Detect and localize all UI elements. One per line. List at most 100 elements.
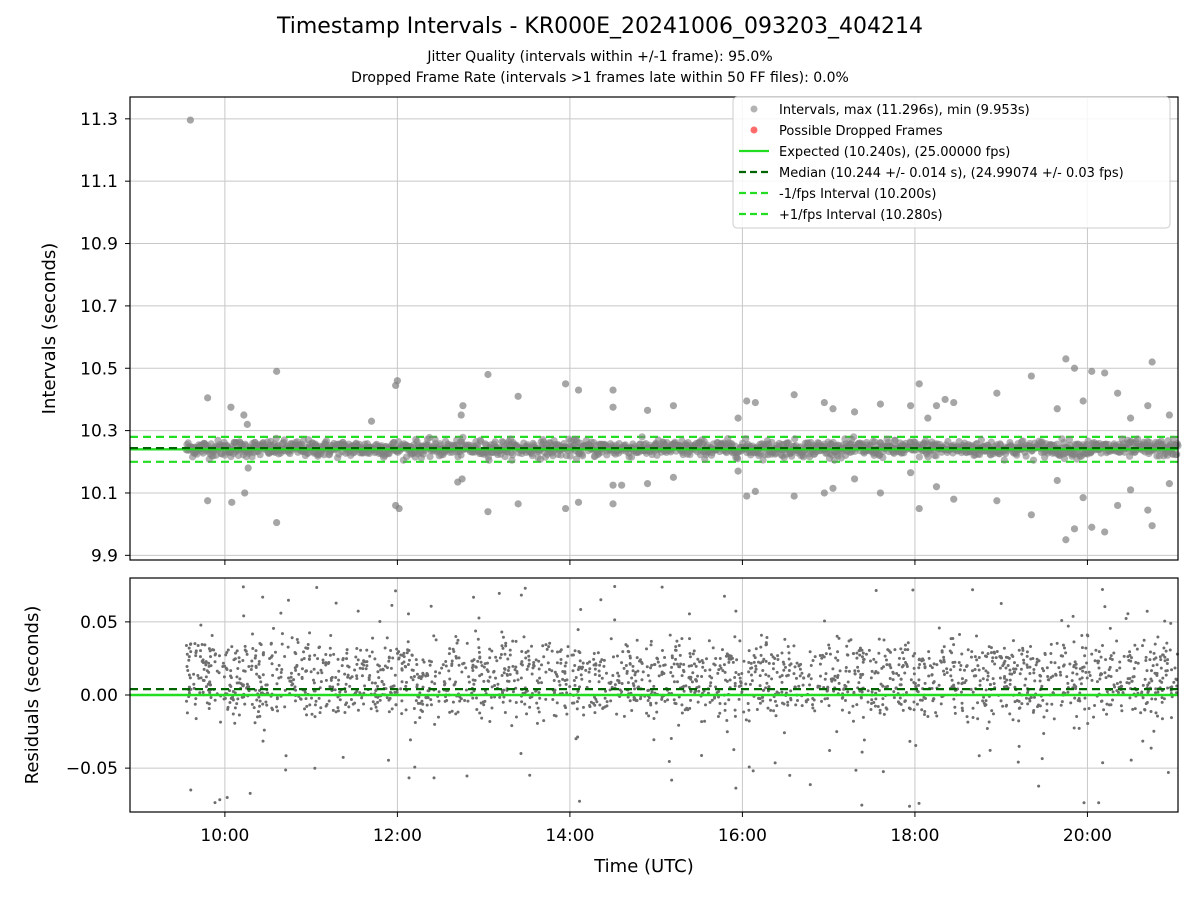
residual-point [991, 656, 995, 660]
residual-point [852, 651, 856, 655]
residual-point [660, 585, 664, 589]
residual-point [616, 678, 620, 682]
residual-point [851, 719, 855, 723]
residual-point [831, 667, 835, 671]
residual-point [433, 682, 437, 686]
residual-point [1141, 644, 1145, 648]
residual-point [258, 704, 262, 708]
residual-point [1156, 690, 1160, 694]
residual-point [1057, 666, 1061, 670]
residual-point [737, 672, 741, 676]
residual-point [1045, 666, 1049, 670]
residual-point [395, 647, 399, 651]
residual-point [672, 680, 676, 684]
residual-point [866, 689, 870, 693]
residual-point [194, 651, 198, 655]
interval-point [784, 439, 793, 447]
residual-point [419, 677, 423, 681]
residual-point [690, 664, 694, 668]
residual-point [428, 663, 432, 667]
residual-point [1119, 704, 1123, 708]
residual-point [1061, 643, 1065, 647]
residual-point [710, 698, 714, 702]
residual-point [1038, 673, 1042, 677]
residual-point [1077, 726, 1081, 730]
residual-point [660, 697, 664, 701]
residual-point [719, 666, 723, 670]
residual-point [1146, 689, 1150, 693]
residual-point [836, 674, 840, 678]
residual-point [359, 648, 363, 652]
residual-point [649, 701, 653, 705]
residual-point [723, 702, 727, 706]
residual-point [927, 656, 931, 660]
residual-point [1080, 634, 1084, 638]
residual-point [798, 674, 802, 678]
residual-point [526, 649, 530, 653]
residual-point [520, 700, 524, 704]
residual-point [708, 684, 712, 688]
residual-point [541, 644, 545, 648]
residual-point [542, 719, 546, 723]
residual-point [1100, 699, 1104, 703]
residual-point [207, 664, 211, 668]
residual-point [828, 749, 832, 753]
residual-point [698, 660, 702, 664]
interval-point [643, 406, 652, 414]
residual-point [271, 673, 275, 677]
residual-point [1163, 655, 1167, 659]
residual-point [189, 650, 193, 654]
residual-point [380, 680, 384, 684]
residual-point [1133, 643, 1137, 647]
residual-point [385, 636, 389, 640]
residual-point [987, 645, 991, 649]
residual-point [250, 664, 254, 668]
residual-point [364, 667, 368, 671]
residual-point [645, 665, 649, 669]
residual-point [717, 695, 721, 699]
residual-point [444, 659, 448, 663]
residual-point [318, 711, 322, 715]
residual-point [859, 696, 863, 700]
residual-point [296, 640, 300, 644]
residual-point [566, 645, 570, 649]
residual-point [899, 677, 903, 681]
residual-point [1098, 677, 1102, 681]
residual-point [520, 660, 524, 664]
residual-point [949, 674, 953, 678]
residual-point [1155, 674, 1159, 678]
residual-point [1155, 671, 1159, 675]
residual-point [490, 649, 494, 653]
residual-point [883, 654, 887, 658]
interval-point [459, 402, 467, 410]
residual-point [524, 656, 528, 660]
residual-point [992, 682, 996, 686]
residual-point [360, 674, 364, 678]
residual-point [516, 678, 520, 682]
residual-point [390, 707, 394, 711]
residual-point [769, 708, 773, 712]
residual-point [1062, 646, 1066, 650]
residual-point [534, 689, 538, 693]
residual-point [400, 699, 404, 703]
residual-point [635, 699, 639, 703]
residual-point [975, 658, 979, 662]
residual-point [740, 690, 744, 694]
residual-point [345, 651, 349, 655]
residual-point [1004, 666, 1008, 670]
residual-point [413, 765, 417, 769]
residual-point [551, 698, 555, 702]
residual-point [860, 750, 864, 754]
residual-point [241, 684, 245, 688]
residual-point [682, 689, 686, 693]
residual-point [1153, 691, 1157, 695]
residual-point [1149, 746, 1153, 750]
interval-point [950, 495, 958, 503]
legend-dropped-marker [750, 126, 758, 134]
residual-point [669, 670, 673, 674]
residual-point [184, 643, 188, 647]
residuals-x-tick-label: 16:00 [718, 826, 767, 846]
residual-point [990, 659, 994, 663]
residual-point [1151, 664, 1155, 668]
